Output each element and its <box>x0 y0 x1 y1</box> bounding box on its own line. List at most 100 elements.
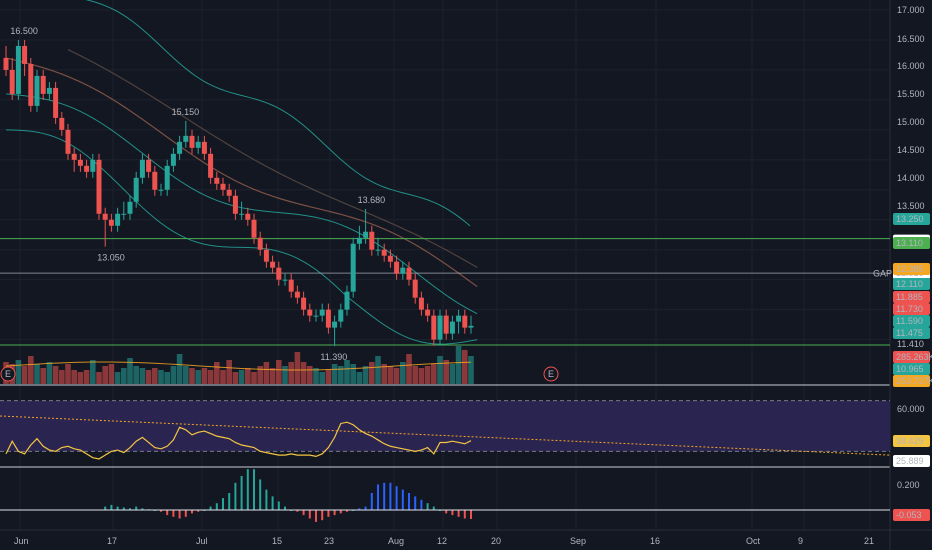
candle-body <box>127 201 133 214</box>
y-axis-tick-label: 14.500 <box>897 145 925 155</box>
volume-bar <box>34 364 40 384</box>
candle-body <box>46 87 52 94</box>
macd-histogram-bar <box>178 510 181 519</box>
volume-bar <box>28 356 34 384</box>
y-axis-tick-label: 17.000 <box>897 5 925 15</box>
volume-bar <box>189 368 195 384</box>
volume-bar <box>170 366 177 384</box>
volume-bar <box>52 366 59 384</box>
volume-bar <box>412 366 418 384</box>
candle-body <box>164 165 170 190</box>
macd-histogram-bar <box>339 510 342 514</box>
volume-bar <box>313 368 319 384</box>
volume-bar <box>40 368 46 384</box>
macd-histogram-bar <box>129 508 131 510</box>
y-axis-tick-label: 11.410 <box>897 339 924 349</box>
candle-body <box>270 261 276 268</box>
rsi-level-tag-bg <box>893 455 930 467</box>
candle-body <box>363 231 369 238</box>
candle-body <box>146 159 152 172</box>
volume-bar <box>344 360 350 384</box>
macd-histogram-bar <box>296 510 299 512</box>
candle-body <box>251 219 257 238</box>
macd-histogram-bar <box>432 506 435 510</box>
volume-bar <box>462 350 468 384</box>
x-axis-tick-label: 15 <box>272 536 282 546</box>
volume-bar <box>319 372 325 384</box>
candle-body <box>462 315 468 328</box>
candle-body <box>170 153 176 166</box>
macd-histogram-bar <box>277 501 280 510</box>
volume-bar <box>350 364 356 384</box>
candle-body <box>282 279 288 281</box>
candle-body <box>332 321 338 328</box>
volume-bar <box>158 370 164 384</box>
candle-body <box>158 189 164 191</box>
candle-body <box>121 213 127 215</box>
price-tag: 10.965 <box>896 364 924 374</box>
y-axis-tick-label: 15.000 <box>897 117 925 127</box>
volume-bar <box>362 366 369 384</box>
price-tag-bg <box>893 327 930 339</box>
rsi-value-tag-bg <box>893 435 930 447</box>
macd-histogram-bar <box>104 506 107 510</box>
macd-histogram-bar <box>246 469 249 510</box>
price-tag-bg <box>893 237 930 249</box>
volume-bar <box>381 364 387 384</box>
x-axis-tick-label: 16 <box>650 536 660 546</box>
y-axis-tick-label: 16.500 <box>897 34 925 44</box>
volume-bar <box>282 366 288 384</box>
volume-bar <box>121 368 127 384</box>
candle-body <box>133 177 139 202</box>
candle-body <box>34 75 40 106</box>
volume-bar <box>59 370 65 384</box>
candle-body <box>245 213 251 220</box>
macd-histogram-bar <box>265 489 268 510</box>
volume-bar <box>176 354 183 384</box>
volume-bar <box>226 360 232 384</box>
price-tag: 11.590 <box>896 316 923 326</box>
volume-bar <box>207 370 214 384</box>
candle-body <box>177 141 183 154</box>
candle-body <box>456 315 462 322</box>
candle-body <box>394 261 400 274</box>
y-axis-tick-label: 15.500 <box>897 89 925 99</box>
volume-bar <box>288 362 294 384</box>
volume-bar <box>300 362 307 384</box>
volume-tag-bg <box>893 351 930 363</box>
volume-bar <box>139 368 146 384</box>
candle-body <box>90 159 96 172</box>
volume-bar <box>183 366 189 384</box>
macd-histogram-bar <box>259 479 262 510</box>
price-annotation: 15.150 <box>172 107 200 117</box>
candle-body <box>77 159 83 166</box>
moving-average-slow-line <box>67 49 478 269</box>
volume-bar <box>400 362 406 384</box>
volume-bar <box>418 368 425 384</box>
candle-body <box>59 117 65 130</box>
volume-average-tag: 253.727K <box>896 376 932 386</box>
candle-body <box>319 309 325 316</box>
macd-histogram-bar <box>408 493 410 510</box>
macd-histogram-bar <box>370 493 373 510</box>
candle-body <box>115 213 121 226</box>
y-axis-tick-label: 16.000 <box>897 61 925 71</box>
x-axis-tick-label: Sep <box>570 536 586 546</box>
candle-body <box>263 249 269 262</box>
price-tag: 11.475 <box>896 328 923 338</box>
candle-body <box>96 159 102 214</box>
candle-body <box>201 141 207 154</box>
x-axis-tick-label: Jun <box>14 536 29 546</box>
candle-body <box>301 297 307 310</box>
macd-histogram-bar <box>445 510 448 514</box>
macd-histogram-bar <box>209 506 212 510</box>
macd-histogram-bar <box>222 498 224 510</box>
price-tag: 11.885 <box>896 292 923 302</box>
rsi-line <box>5 421 472 460</box>
candle-body <box>53 87 59 118</box>
volume-bar <box>393 368 400 384</box>
macd-value-tag: -0.053 <box>896 510 922 520</box>
volume-bar <box>127 358 133 384</box>
macd-value-tag-bg <box>893 509 930 521</box>
